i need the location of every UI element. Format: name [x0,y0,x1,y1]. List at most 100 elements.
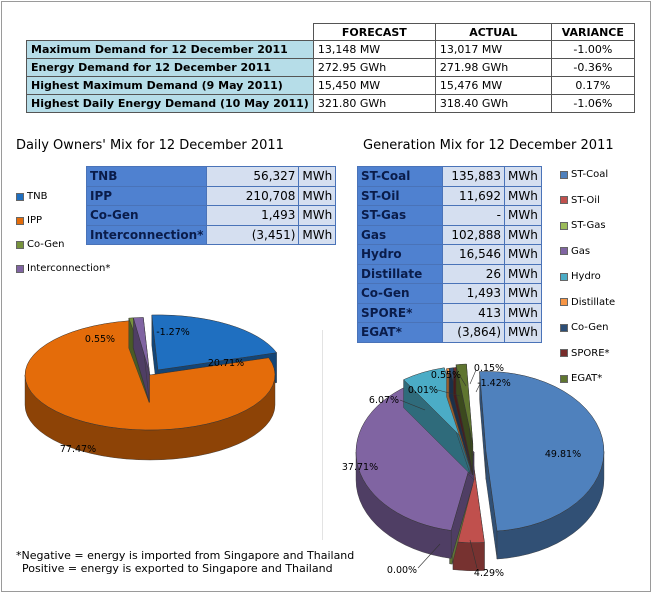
legend-entry: ST-Oil [560,195,600,206]
table-row: Hydro 16,546 MWh [357,244,542,265]
source-name: Gas [357,224,443,245]
slice-top [455,363,474,444]
pie-slices [24,314,278,461]
legend-swatch [560,247,568,255]
generation-mix-table: ST-Coal 135,883 MWh ST-Oil 11,692 MWh ST-Gas - M… [357,166,542,343]
legend-entry: Co-Gen [16,239,65,250]
table-row: Highest Daily Energy Demand (10 May 2011… [26,94,635,113]
pie-slice [133,317,150,403]
energy-value: - [442,205,505,226]
generation-mix-title: Generation Mix for 12 December 2011 [363,138,614,153]
source-name: Co-Gen [357,283,443,304]
owners-mix-title: Daily Owners' Mix for 12 December 2011 [16,138,284,153]
variance-value: -1.06% [550,94,635,113]
table-row: IPP 210,708 MWh [85,185,337,206]
pie-labels: 49.81% 4.29% 0.00% 37.71% 6.07% 0.01% 0.55% 0.1… [342,363,581,579]
legend-swatch [560,323,568,332]
energy-unit: MWh [298,205,337,226]
legend-entry: IPP [16,215,42,226]
actual-header: ACTUAL [434,23,552,41]
legend-entry: Gas [560,246,590,257]
energy-value: (3,451) [206,224,300,245]
legend-swatch [560,170,568,179]
slice-top [403,367,471,446]
slice-top [133,317,150,373]
variance-value: -0.36% [550,58,635,77]
energy-unit: MWh [298,185,337,206]
legend-label: EGAT* [571,373,603,384]
pie-percent-label: 0.55% [431,370,461,381]
legend-entry: ST-Coal [560,169,608,180]
variance-value: -1.00% [550,40,635,59]
pie-percent-label: 0.00% [387,565,417,576]
legend-label: TNB [27,191,48,202]
source-name: ST-Oil [357,185,443,206]
slice-top [355,385,475,531]
legend-swatch [16,264,24,273]
energy-unit: MWh [504,244,542,265]
pie-chart-0: 20.71% 77.47% 0.55% -1.27% [24,314,278,461]
source-name: EGAT* [357,322,443,343]
table-row: ST-Oil 11,692 MWh [357,185,542,206]
leader-line [417,543,441,569]
slice-wall [452,541,485,572]
legend-label: Gas [571,245,591,257]
energy-value: (3,864) [442,322,505,343]
row-label: Highest Maximum Demand (9 May 2011) [26,76,314,95]
table-row: Distillate 26 MWh [357,263,542,284]
forecast-header: FORECAST [312,23,436,41]
leader-line [475,383,481,393]
legend-label: Hydro [571,271,601,282]
legend-entry: Interconnection* [16,263,110,274]
energy-value: 1,493 [206,205,300,226]
energy-unit: MWh [298,166,337,187]
legend-label: ST-Oil [571,194,600,206]
table-row: EGAT* (3,864) MWh [357,322,542,343]
source-name: ST-Coal [357,166,443,187]
legend-swatch [560,298,568,306]
source-name: Co-Gen [85,205,208,226]
legend-swatch [560,272,568,281]
pie-slice [479,371,605,560]
energy-unit: MWh [504,185,542,206]
actual-value: 15,476 MW [434,76,552,95]
legend-label: Distillate [571,296,616,308]
pie-percent-label: 6.07% [369,395,399,406]
source-name: SPORE* [357,302,443,323]
slice-top [479,371,605,532]
pie-slices [355,363,605,572]
pie-percent-label: -1.27% [156,327,190,338]
legend-swatch [560,196,568,204]
legend-entry: ST-Gas [560,220,606,231]
energy-value: 11,692 [442,185,505,206]
energy-unit: MWh [504,322,542,343]
energy-value: 56,327 [206,166,300,187]
legend-swatch [560,221,568,230]
table-row: Energy Demand for 12 December 2011 272.9… [26,58,635,77]
row-label: Highest Daily Energy Demand (10 May 2011… [26,94,314,113]
pie-percent-label: 4.29% [474,568,504,579]
leader-line [459,375,467,387]
energy-value: 210,708 [206,185,300,206]
table-row: Co-Gen 1,493 MWh [357,283,542,304]
legend-entry: TNB [16,191,47,202]
slice-top [151,314,278,371]
forecast-value: 321.80 GWh [312,94,436,113]
energy-value: 26 [442,263,505,284]
legend-swatch [560,349,568,357]
energy-unit: MWh [504,205,542,226]
source-name: Interconnection* [85,224,208,245]
energy-unit: MWh [298,224,337,245]
actual-value: 13,017 MW [434,40,552,59]
legend-label: ST-Coal [571,169,609,180]
energy-value: 135,883 [442,166,505,187]
table-row: Maximum Demand for 12 December 2011 13,1… [26,40,635,59]
legend-entry: Distillate [560,297,615,308]
leader-line [399,399,426,411]
row-label: Maximum Demand for 12 December 2011 [26,40,314,59]
legend-entry: SPORE* [560,348,610,359]
variance-value: 0.17% [550,76,635,95]
energy-value: 1,493 [442,283,505,304]
pie-labels: 20.71% 77.47% 0.55% -1.27% [60,327,244,455]
